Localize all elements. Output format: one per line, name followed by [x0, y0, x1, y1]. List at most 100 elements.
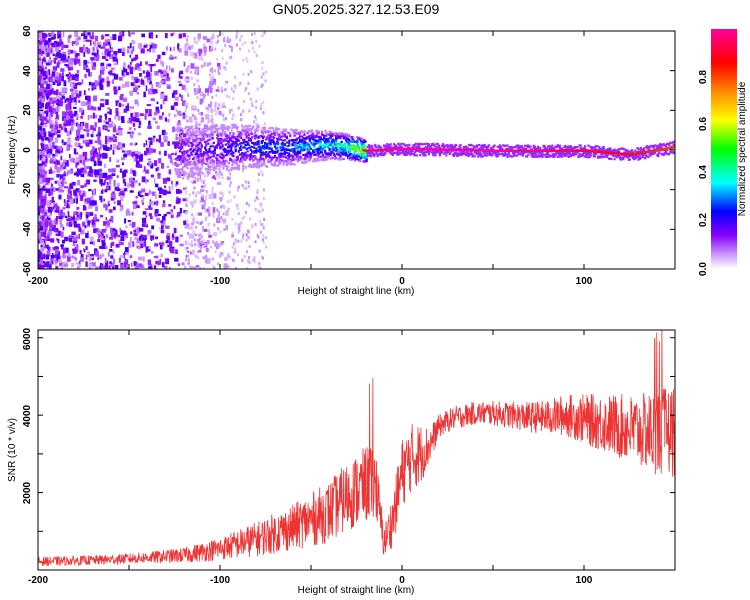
- spectrogram-cell: [131, 58, 134, 62]
- spectrogram-cell: [70, 144, 73, 148]
- spectrogram-cell: [65, 74, 70, 77]
- spectrogram-cell: [49, 97, 53, 103]
- spectrogram-cell: [174, 228, 177, 233]
- spectrogram-cell: [226, 36, 229, 40]
- spectrogram-cell: [269, 156, 272, 159]
- spectrogram-cell: [44, 145, 49, 149]
- spectrogram-cell: [264, 153, 267, 156]
- spectrogram-cell: [138, 228, 144, 232]
- spectrogram-cell: [101, 242, 105, 249]
- spectrogram-cell: [234, 150, 237, 153]
- spectrogram-cell: [214, 47, 217, 51]
- spectrogram-cell: [212, 240, 215, 244]
- spectrogram-cell: [285, 135, 289, 138]
- spectrogram-cell: [77, 179, 81, 186]
- spectrogram-cell: [94, 35, 98, 42]
- spectrogram-cell: [148, 266, 153, 269]
- spectrogram-cell: [195, 137, 198, 140]
- spectrogram-cell: [335, 156, 338, 160]
- spectrogram-cell: [46, 52, 50, 57]
- spectrogram-cell: [41, 200, 43, 203]
- spectrogram-cell: [162, 203, 166, 208]
- spectrogram-cell: [64, 127, 68, 133]
- spectrogram-cell: [213, 82, 216, 86]
- spectrogram-cell: [116, 128, 121, 134]
- spectrogram-cell: [100, 263, 104, 266]
- spectrogram-cell: [155, 183, 159, 188]
- spectrogram-cell: [325, 133, 328, 136]
- spectrogram-cell: [47, 246, 51, 252]
- spectrogram-cell: [454, 151, 457, 154]
- spectrogram-cell: [51, 49, 54, 55]
- spectrogram-cell: [134, 150, 139, 157]
- spectrogram-cell: [245, 87, 248, 91]
- spectrogram-cell: [355, 135, 358, 139]
- spectrogram-cell: [66, 65, 69, 68]
- spectrogram-cell: [183, 174, 186, 177]
- spectrogram-cell: [108, 252, 110, 257]
- spectrogram-cell: [78, 100, 81, 103]
- spectrogram-cell: [235, 127, 238, 130]
- spectrogram-cell: [268, 154, 271, 158]
- spectrogram-cell: [95, 219, 100, 222]
- spectrogram-cell: [74, 193, 79, 199]
- spectrogram-cell: [218, 197, 223, 200]
- spectrogram-cell: [193, 133, 196, 136]
- spectrogram-cell: [175, 134, 178, 137]
- spectrogram-cell: [91, 85, 96, 89]
- spectrogram-cell: [51, 170, 56, 174]
- spectrogram-cell: [150, 216, 153, 220]
- spectrogram-cell: [177, 190, 182, 194]
- spectrogram-cell: [40, 208, 45, 214]
- spectrogram-cell: [282, 135, 285, 138]
- spectrogram-cell: [304, 141, 307, 144]
- spectrogram-cell: [164, 132, 168, 135]
- spectrogram-cell: [204, 255, 208, 260]
- spectrogram-cell: [45, 188, 51, 193]
- spectrogram-cell: [143, 143, 146, 147]
- spectrogram-cell: [475, 146, 479, 149]
- spectrogram-cell: [74, 31, 79, 38]
- spectrogram-cell: [266, 155, 269, 158]
- spectrogram-cell: [171, 68, 174, 73]
- spectrogram-cell: [40, 239, 45, 244]
- spectrogram-cell: [202, 98, 204, 103]
- spectrogram-cell: [212, 207, 216, 213]
- spectrogram-cell: [78, 90, 82, 97]
- spectrogram-cell: [144, 151, 148, 156]
- spectrogram-cell: [259, 151, 262, 154]
- spectrogram-cell: [221, 139, 223, 143]
- spectrogram-cell: [255, 128, 258, 131]
- spectrogram-cell: [123, 153, 128, 158]
- spectrogram-cell: [195, 226, 197, 229]
- spectrogram-cell: [197, 133, 200, 137]
- spectrogram-cell: [114, 233, 117, 239]
- spectrogram-cell: [235, 43, 238, 47]
- spectrogram-cell: [166, 233, 171, 237]
- spectrogram-cell: [257, 140, 260, 143]
- spectrogram-cell: [60, 44, 64, 51]
- spectrogram-cell: [200, 163, 203, 166]
- spectrogram-cell: [54, 221, 58, 225]
- spectrogram-cell: [218, 72, 221, 76]
- spectrogram-cell: [278, 128, 281, 131]
- spectrogram-cell: [54, 40, 58, 44]
- spectrogram-cell: [45, 181, 49, 185]
- spectrogram-cell: [203, 199, 206, 206]
- spectrogram-cell: [137, 226, 140, 233]
- spectrogram-cell: [262, 234, 265, 238]
- spectrogram-cell: [211, 70, 214, 74]
- spectrogram-cell: [379, 146, 382, 149]
- spectrogram-cell: [42, 107, 44, 113]
- spectrogram-cell: [66, 97, 69, 102]
- spectrogram-cell: [119, 241, 124, 246]
- spectrogram-cell: [165, 225, 170, 229]
- spectrogram-cell: [220, 242, 223, 245]
- spectrogram-cell: [221, 102, 225, 108]
- spectrogram-cell: [172, 126, 176, 133]
- spectrogram-cell: [223, 39, 226, 43]
- spectrogram-cell: [170, 209, 173, 214]
- spectrogram-cell: [196, 70, 199, 74]
- spectrogram-cell: [73, 193, 77, 196]
- spectrogram-cell: [155, 236, 158, 240]
